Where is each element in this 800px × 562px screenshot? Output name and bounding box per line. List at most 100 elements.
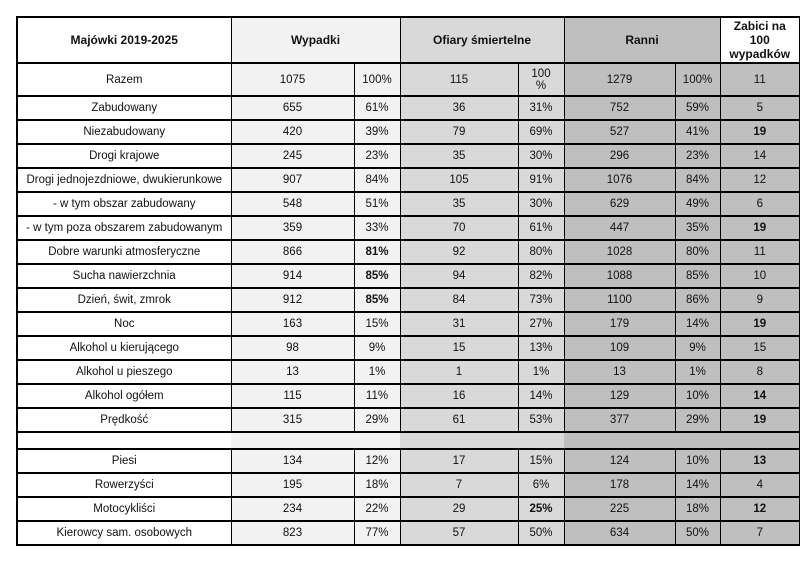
row-label: Prędkość [16, 407, 232, 433]
wypadki-pct-cell: 39% [353, 119, 401, 145]
ofiary-count-cell: 105 [399, 167, 519, 193]
ofiary-count-cell: 35 [399, 143, 519, 169]
wypadki-pct-cell: 85% [353, 287, 401, 313]
spacer-cell [400, 431, 565, 450]
ofiary-count-cell: 31 [399, 311, 519, 337]
ofiary-pct-cell: 25% [517, 496, 565, 522]
header-row: Majówki 2019-2025 Wypadki Ofiary śmierte… [16, 16, 800, 64]
row-label: Kierowcy sam. osobowych [16, 520, 232, 546]
row-label: Drogi krajowe [16, 143, 232, 169]
ofiary-pct-cell: 91% [517, 167, 565, 193]
ofiary-count-cell: 92 [399, 239, 519, 265]
zabici-rate-cell: 7 [719, 520, 800, 546]
ranni-count-cell: 13 [563, 359, 676, 385]
spacer-cell [17, 431, 231, 450]
ranni-count-cell: 1279 [563, 62, 676, 97]
ofiary-count-cell: 36 [399, 95, 519, 121]
table-row: Alkohol u kierującego 98 9% 15 13% 109 9% 15 [16, 335, 800, 361]
ranni-count-cell: 1028 [563, 239, 676, 265]
row-label: Alkohol u pieszego [16, 359, 232, 385]
table-row: Piesi 134 12% 17 15% 124 10% 13 [16, 448, 800, 474]
ranni-count-cell: 225 [563, 496, 676, 522]
ranni-count-cell: 377 [563, 407, 676, 433]
row-label: Rowerzyści [16, 472, 232, 498]
header-majowki: Majówki 2019-2025 [16, 16, 232, 64]
table-row: Dzień, świt, zmrok 912 85% 84 73% 1100 86% 9 [16, 287, 800, 313]
wypadki-count-cell: 1075 [230, 62, 355, 97]
wypadki-pct-cell: 18% [353, 472, 401, 498]
wypadki-pct-cell: 23% [353, 143, 401, 169]
ofiary-count-cell: 79 [399, 119, 519, 145]
header-ofiary-smiertelne: Ofiary śmiertelne [399, 16, 565, 64]
wypadki-count-cell: 245 [230, 143, 355, 169]
ofiary-count-cell: 35 [399, 191, 519, 217]
ranni-pct-cell: 49% [674, 191, 721, 217]
wypadki-count-cell: 655 [230, 95, 355, 121]
ranni-pct-cell: 100% [674, 62, 721, 97]
ranni-count-cell: 179 [563, 311, 676, 337]
ofiary-pct-cell: 73% [517, 287, 565, 313]
ofiary-pct-cell: 50% [517, 520, 565, 546]
ranni-pct-cell: 59% [674, 95, 721, 121]
zabici-rate-cell: 8 [719, 359, 800, 385]
ranni-pct-cell: 9% [674, 335, 721, 361]
wypadki-count-cell: 115 [230, 383, 355, 409]
row-label: Alkohol u kierującego [16, 335, 232, 361]
ranni-pct-cell: 23% [674, 143, 721, 169]
zabici-rate-cell: 11 [719, 62, 800, 97]
ofiary-pct-cell: 30% [517, 143, 565, 169]
ranni-count-cell: 1088 [563, 263, 676, 289]
wypadki-pct-cell: 100% [353, 62, 401, 97]
wypadki-count-cell: 195 [230, 472, 355, 498]
ofiary-pct-cell: 82% [517, 263, 565, 289]
row-label: Razem [16, 62, 232, 97]
ranni-pct-cell: 85% [674, 263, 721, 289]
table-row: Zabudowany 655 61% 36 31% 752 59% 5 [16, 95, 800, 121]
ranni-count-cell: 178 [563, 472, 676, 498]
ofiary-pct-cell: 80% [517, 239, 565, 265]
row-label: Noc [16, 311, 232, 337]
ofiary-count-cell: 115 [399, 62, 519, 97]
ranni-pct-cell: 50% [674, 520, 721, 546]
ranni-pct-cell: 84% [674, 167, 721, 193]
ranni-count-cell: 752 [563, 95, 676, 121]
wypadki-count-cell: 234 [230, 496, 355, 522]
ranni-pct-cell: 10% [674, 383, 721, 409]
ranni-count-cell: 296 [563, 143, 676, 169]
ofiary-count-cell: 17 [399, 448, 519, 474]
wypadki-pct-cell: 51% [353, 191, 401, 217]
ofiary-pct-cell: 6% [517, 472, 565, 498]
row-label: Piesi [16, 448, 232, 474]
zabici-rate-cell: 10 [719, 263, 800, 289]
wypadki-count-cell: 98 [230, 335, 355, 361]
table-row: Niezabudowany 420 39% 79 69% 527 41% 19 [16, 119, 800, 145]
ranni-count-cell: 1076 [563, 167, 676, 193]
ofiary-pct-cell: 69% [517, 119, 565, 145]
zabici-rate-cell: 12 [719, 496, 800, 522]
row-label: Niezabudowany [16, 119, 232, 145]
wypadki-pct-cell: 61% [353, 95, 401, 121]
wypadki-count-cell: 823 [230, 520, 355, 546]
ofiary-count-cell: 70 [399, 215, 519, 241]
row-label: - w tym poza obszarem zabudowanym [16, 215, 232, 241]
ofiary-pct-cell: 100 % [517, 62, 565, 97]
ofiary-pct-cell: 53% [517, 407, 565, 433]
row-label: Dzień, świt, zmrok [16, 287, 232, 313]
wypadki-count-cell: 134 [230, 448, 355, 474]
ranni-pct-cell: 10% [674, 448, 721, 474]
row-label: Zabudowany [16, 95, 232, 121]
ranni-pct-cell: 35% [674, 215, 721, 241]
wypadki-count-cell: 315 [230, 407, 355, 433]
zabici-rate-cell: 19 [719, 215, 800, 241]
wypadki-count-cell: 907 [230, 167, 355, 193]
zabici-rate-cell: 11 [719, 239, 800, 265]
ofiary-pct-cell: 1% [517, 359, 565, 385]
wypadki-pct-cell: 11% [353, 383, 401, 409]
ranni-pct-cell: 86% [674, 287, 721, 313]
ofiary-count-cell: 29 [399, 496, 519, 522]
wypadki-pct-cell: 85% [353, 263, 401, 289]
zabici-rate-cell: 4 [719, 472, 800, 498]
ofiary-count-cell: 94 [399, 263, 519, 289]
row-label: Motocykliści [16, 496, 232, 522]
row-label: Dobre warunki atmosferyczne [16, 239, 232, 265]
